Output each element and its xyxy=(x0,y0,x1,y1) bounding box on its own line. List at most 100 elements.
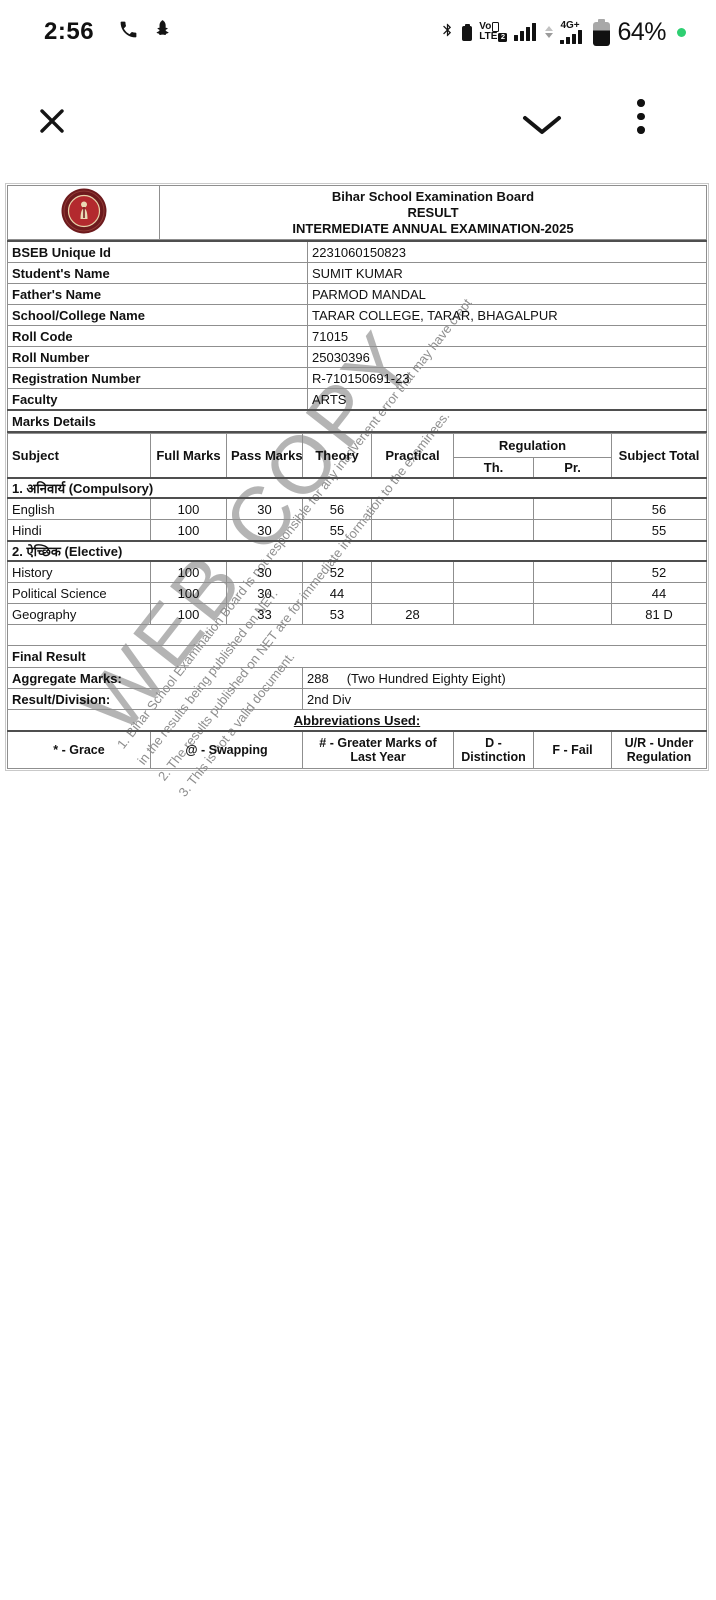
theory-cell: 44 xyxy=(302,582,372,604)
collapse-button[interactable] xyxy=(519,112,565,141)
section-elective: 2. ऐच्छिक (Elective) xyxy=(7,540,707,562)
regulation-th-cell xyxy=(453,603,534,625)
info-value: SUMIT KUMAR xyxy=(307,262,707,284)
regulation-pr-cell xyxy=(532,519,613,542)
subject-cell: Political Science xyxy=(7,582,151,604)
theory-cell: 56 xyxy=(302,497,372,520)
volte-vo-label: Vo xyxy=(479,21,492,32)
info-label: Father's Name xyxy=(7,283,308,305)
battery-icon xyxy=(593,18,611,46)
spacer-row xyxy=(7,624,707,646)
theory-cell: 53 xyxy=(302,603,372,625)
abbreviations-title: Abbreviations Used: xyxy=(293,712,421,728)
chevron-down-icon xyxy=(519,116,565,141)
aggregate-marks-row: Aggregate Marks: 288 (Two Hundred Eighty … xyxy=(7,667,707,689)
practical-cell xyxy=(371,497,454,520)
pass-marks-cell: 30 xyxy=(226,497,303,520)
regulation-pr-cell xyxy=(532,582,613,604)
info-row: Roll Code 71015 xyxy=(7,325,707,347)
marks-row-geography: Geography 100 33 53 28 81 D xyxy=(7,603,707,625)
clock: 2:56 xyxy=(44,18,95,45)
col-regulation: Regulation xyxy=(452,433,613,458)
col-subject: Subject xyxy=(7,433,151,479)
info-row: Father's Name PARMOD MANDAL xyxy=(7,283,707,305)
section-compulsory: 1. अनिवार्य (Compulsory) xyxy=(7,477,707,499)
practical-cell xyxy=(371,582,454,604)
regulation-pr-cell xyxy=(532,560,613,583)
info-row: Faculty ARTS xyxy=(7,388,707,411)
theory-cell: 55 xyxy=(302,519,372,542)
marks-row-english: English 100 30 56 56 xyxy=(7,497,707,520)
abbr-swapping: @ - Swapping xyxy=(150,730,303,769)
subject-cell: Geography xyxy=(7,603,151,625)
abbr-distinction: D - Distinction xyxy=(453,730,534,769)
marks-subheader-row: Th. Pr. xyxy=(8,457,707,479)
full-marks-cell: 100 xyxy=(150,582,227,604)
pass-marks-cell: 30 xyxy=(226,560,303,583)
info-label: BSEB Unique Id xyxy=(7,240,308,263)
practical-cell: 28 xyxy=(371,603,454,625)
subject-total-cell: 44 xyxy=(611,582,707,604)
result-document-page: WEB COPY 1. Bihar School Examination Boa… xyxy=(5,183,709,799)
info-label: Roll Number xyxy=(7,346,308,368)
abbr-fail: F - Fail xyxy=(532,730,613,769)
document-header: Bihar School Examination Board RESULT IN… xyxy=(7,185,707,240)
subject-cell: English xyxy=(7,497,151,520)
signal-bars-icon xyxy=(514,23,537,41)
volte-indicator: Vo LTE 2 xyxy=(479,21,508,42)
info-label: Roll Code xyxy=(7,325,308,347)
division-label: Result/Division: xyxy=(7,688,303,710)
volte-lte-label: LTE xyxy=(479,31,498,42)
abbr-greater-marks: # - Greater Marks of Last Year xyxy=(302,730,454,769)
col-practical: Practical xyxy=(371,433,454,479)
pass-marks-cell: 33 xyxy=(226,603,303,625)
full-marks-cell: 100 xyxy=(150,603,227,625)
info-row: Registration Number R-710150691-23 xyxy=(7,367,707,389)
col-theory: Theory xyxy=(302,433,372,479)
abbreviations-title-row: Abbreviations Used: xyxy=(7,709,707,732)
bluetooth-icon xyxy=(440,20,455,45)
aggregate-value-cell: 288 (Two Hundred Eighty Eight) xyxy=(302,667,707,689)
abbr-grace: * - Grace xyxy=(7,730,151,769)
subject-total-cell: 55 xyxy=(611,519,707,542)
final-result-label: Final Result xyxy=(7,645,707,668)
subject-cell: History xyxy=(7,560,151,583)
overflow-menu-button[interactable] xyxy=(637,99,645,134)
info-value: 71015 xyxy=(307,325,707,347)
practical-cell xyxy=(371,560,454,583)
col-regulation-pr: Pr. xyxy=(532,457,613,479)
col-full-marks: Full Marks xyxy=(150,433,227,479)
col-subject-total: Subject Total xyxy=(611,433,707,479)
full-marks-cell: 100 xyxy=(150,560,227,583)
info-value: TARAR COLLEGE, TARAR, BHAGALPUR xyxy=(307,304,707,326)
regulation-th-cell xyxy=(453,560,534,583)
battery-percent: 64% xyxy=(617,17,666,46)
aggregate-words: (Two Hundred Eighty Eight) xyxy=(346,670,506,686)
volte-phone-glyph xyxy=(492,22,500,32)
kebab-menu-icon xyxy=(637,99,645,134)
result-division-row: Result/Division: 2nd Div xyxy=(7,688,707,710)
regulation-th-cell xyxy=(453,582,534,604)
info-value: 2231060150823 xyxy=(307,240,707,263)
subject-total-cell: 56 xyxy=(611,497,707,520)
practical-cell xyxy=(371,519,454,542)
board-name: Bihar School Examination Board xyxy=(331,188,535,204)
subject-total-cell: 52 xyxy=(611,560,707,583)
marks-details-label: Marks Details xyxy=(7,409,707,433)
regulation-th-cell xyxy=(453,497,534,520)
call-icon xyxy=(118,19,139,45)
aggregate-label: Aggregate Marks: xyxy=(7,667,303,689)
marks-header-row: Subject Full Marks Pass Marks Theory Pra… xyxy=(7,433,707,479)
close-button[interactable] xyxy=(34,103,70,142)
full-marks-cell: 100 xyxy=(150,519,227,542)
bseb-seal-logo xyxy=(60,188,108,238)
division-value: 2nd Div xyxy=(302,688,707,710)
status-bar: 2:56 Vo LTE 2 4G+ xyxy=(0,0,716,58)
info-label: Student's Name xyxy=(7,262,308,284)
regulation-pr-cell xyxy=(532,603,613,625)
marks-table: Subject Full Marks Pass Marks Theory Pra… xyxy=(7,433,707,769)
info-value: 25030396 xyxy=(307,346,707,368)
info-row: School/College Name TARAR COLLEGE, TARAR,… xyxy=(7,304,707,326)
marks-row-political-science: Political Science 100 30 44 44 xyxy=(7,582,707,604)
theory-cell: 52 xyxy=(302,560,372,583)
